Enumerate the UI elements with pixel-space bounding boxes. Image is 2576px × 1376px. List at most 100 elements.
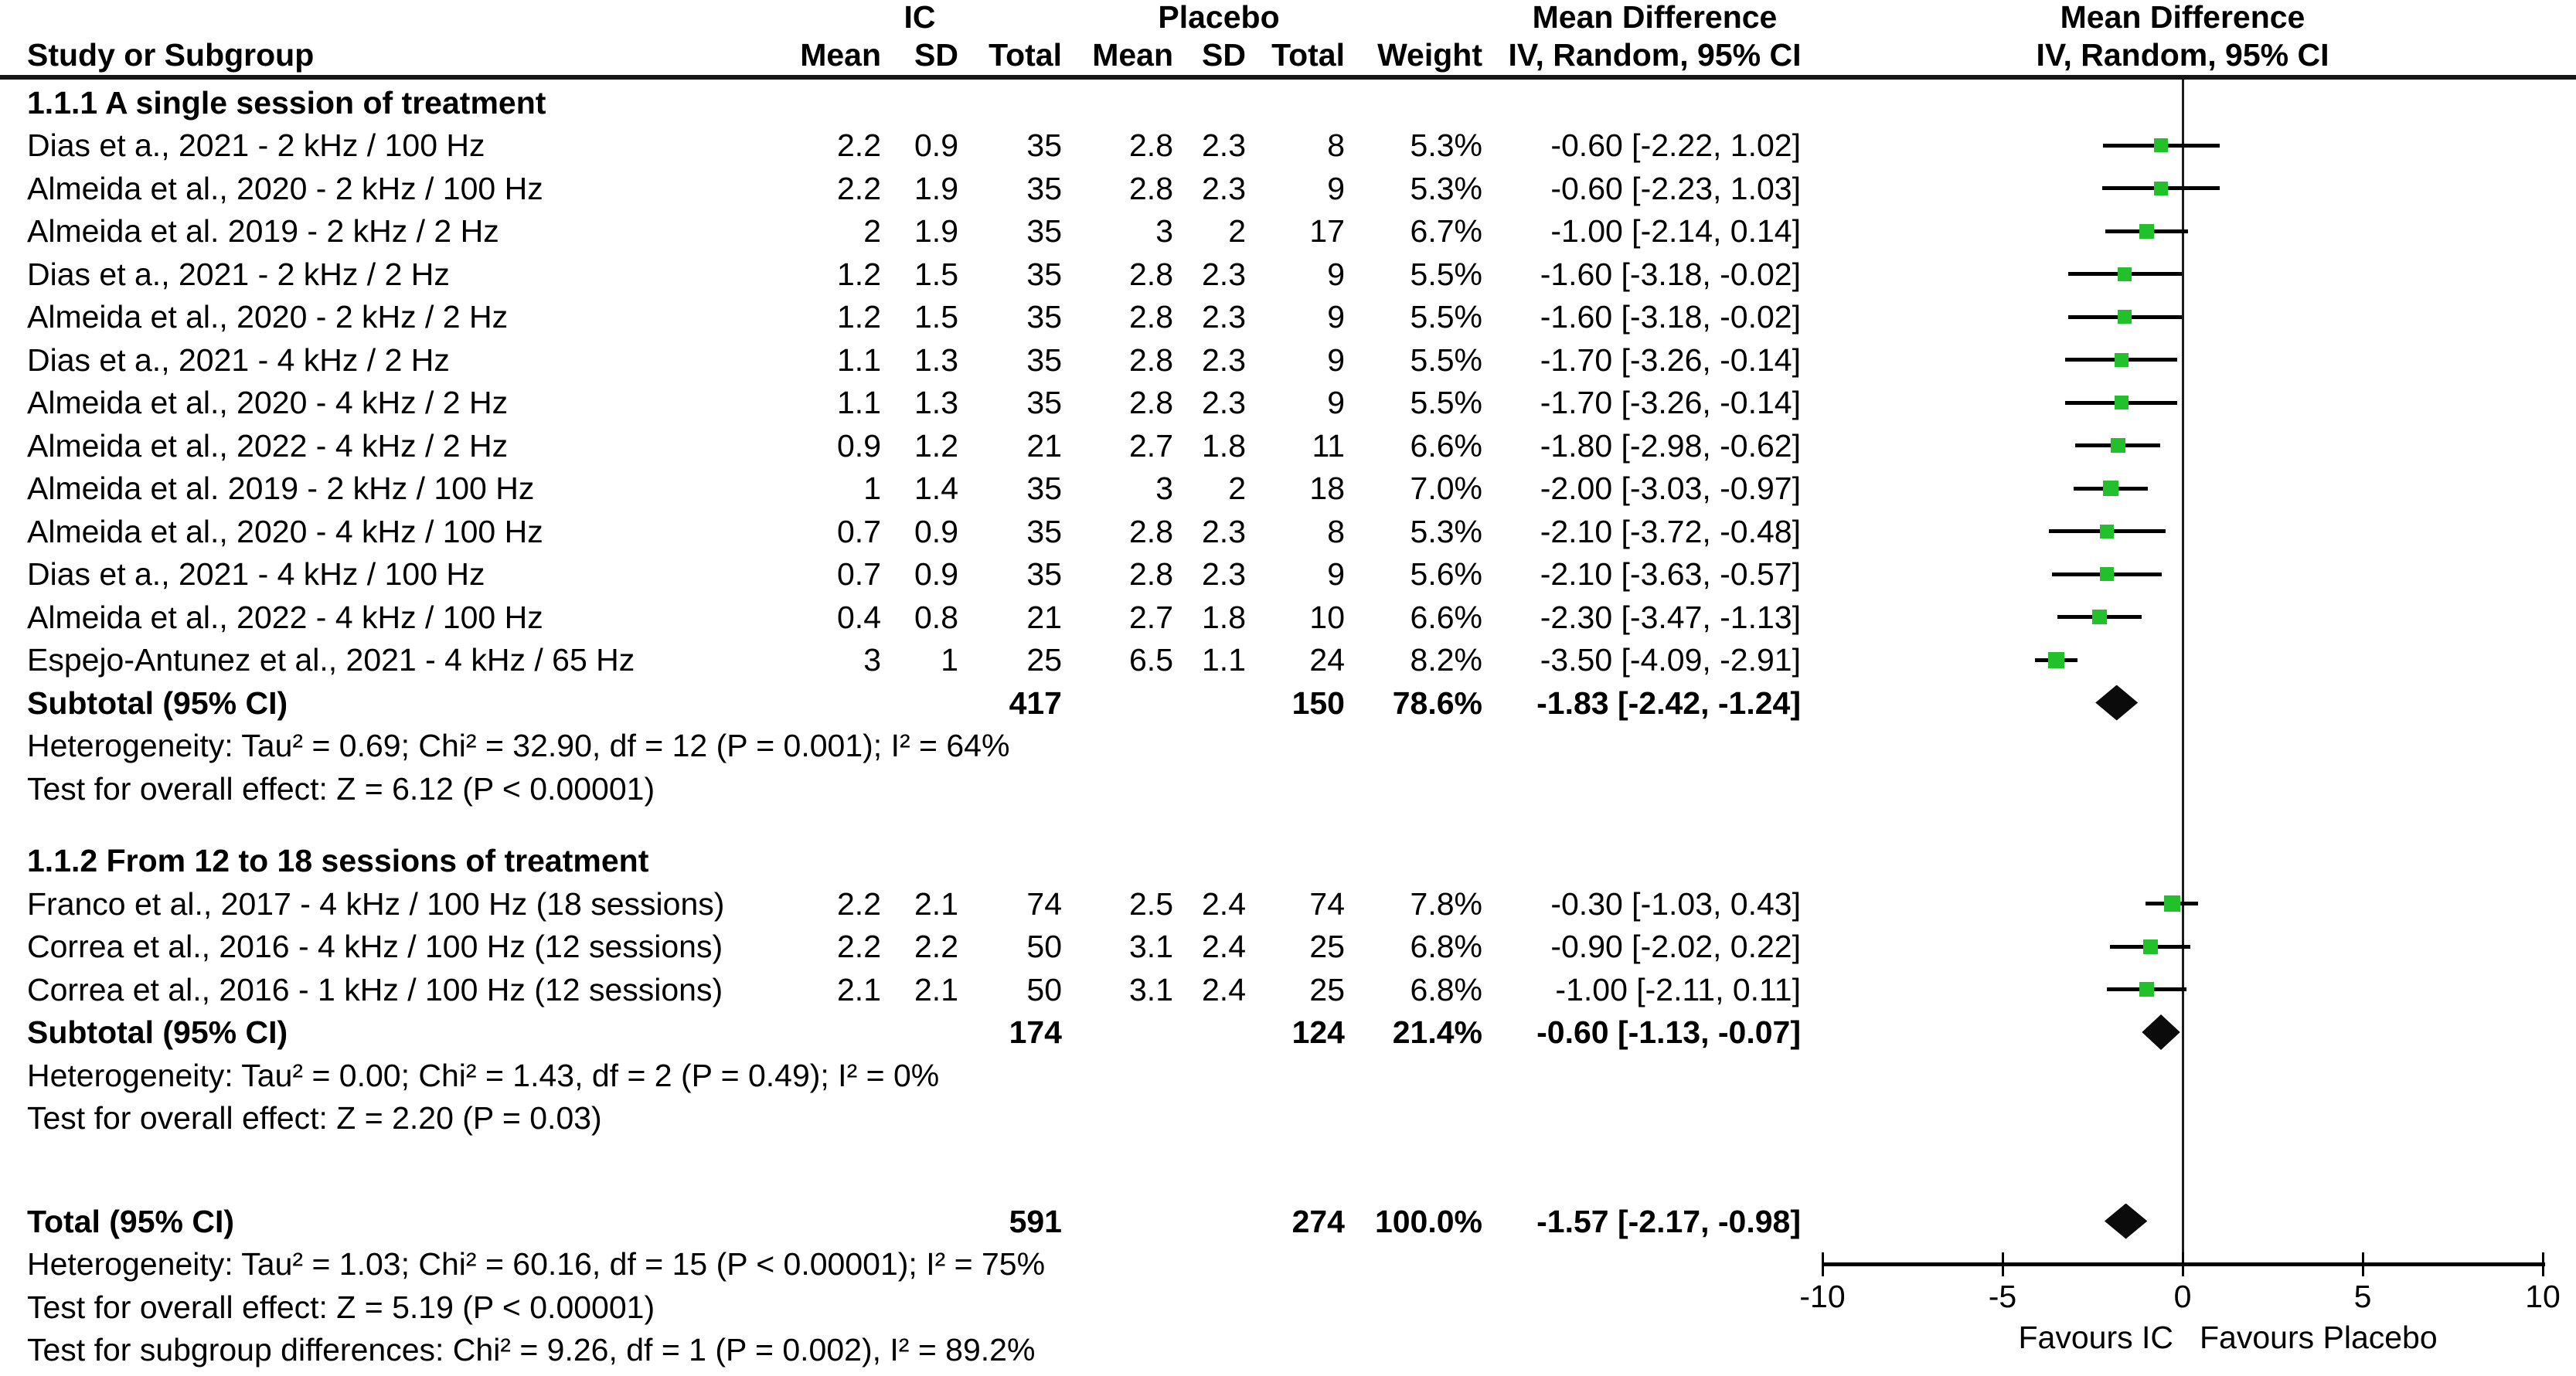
weight-value: 5.5% [1410, 299, 1482, 335]
weight-value: 6.7% [1410, 213, 1482, 249]
ci-text: -1.70 [-3.26, -0.14] [1540, 341, 1801, 378]
study-row: Almeida et al. 2019 - 2 kHz / 2 Hz 2 1.9 35… [0, 209, 2576, 253]
sd-placebo-value: 2.4 [1202, 929, 1246, 964]
ci-text: -2.30 [-3.47, -1.13] [1540, 599, 1801, 635]
axis-tick [2541, 1252, 2544, 1276]
weight-value: 21.4% [1392, 1014, 1482, 1050]
axis-tick [2361, 1252, 2364, 1276]
column-header-weight: Weight [1377, 37, 1482, 73]
mean-placebo-value: 2.8 [1129, 299, 1173, 335]
mean-ic-value: 1.2 [837, 256, 881, 292]
sd-placebo-value: 2.3 [1202, 385, 1246, 420]
weight-value: 5.3% [1410, 127, 1482, 163]
total-ic-value: 35 [1026, 213, 1062, 249]
total-placebo-value: 124 [1291, 1014, 1345, 1050]
overall-effect-text: Test for overall effect: Z = 2.20 (P = 0… [27, 1100, 602, 1136]
sd-placebo-value: 2.3 [1202, 513, 1246, 549]
favours-right-label: Favours Placebo [2200, 1320, 2438, 1355]
ci-text: -1.57 [-2.17, -0.98] [1536, 1203, 1801, 1239]
zero-reference-line [2182, 80, 2184, 1265]
effect-marker [2114, 396, 2129, 409]
mean-placebo-value: 2.7 [1129, 427, 1173, 464]
study-name: Almeida et al., 2022 - 4 kHz / 2 Hz [27, 427, 509, 464]
effect-marker [2163, 895, 2180, 912]
sd-placebo-value: 2.3 [1202, 341, 1246, 378]
sd-ic-value: 1.9 [914, 213, 958, 249]
total-placebo-value: 8 [1327, 513, 1345, 549]
total-ic-value: 21 [1026, 427, 1062, 464]
mean-placebo-value: 6.5 [1129, 642, 1173, 678]
weight-value: 5.3% [1410, 513, 1482, 549]
effect-marker [2114, 352, 2129, 367]
column-header-mean-placebo: Mean [1092, 37, 1173, 73]
total-ic-value: 35 [1026, 256, 1062, 292]
column-header-mean-ic: Mean [800, 37, 881, 73]
ci-text: -2.10 [-3.63, -0.57] [1540, 556, 1801, 592]
sd-ic-value: 0.8 [914, 599, 958, 635]
column-header-study: Study or Subgroup [27, 37, 315, 73]
ci-text: -1.70 [-3.26, -0.14] [1540, 385, 1801, 420]
subgroup-differences-text: Test for subgroup differences: Chi² = 9.… [27, 1332, 1036, 1368]
mean-placebo-value: 2.8 [1129, 341, 1173, 378]
study-row: Franco et al., 2017 - 4 kHz / 100 Hz (18… [0, 882, 2576, 926]
total-label: Total (95% CI) [27, 1203, 235, 1239]
effect-marker [2139, 982, 2154, 997]
axis-tick [2181, 1252, 2184, 1276]
mean-ic-value: 1.2 [837, 299, 881, 335]
total-placebo-value: 9 [1327, 341, 1345, 378]
total-placebo-value: 9 [1327, 556, 1345, 592]
study-name: Correa et al., 2016 - 1 kHz / 100 Hz (12… [27, 971, 723, 1007]
total-ic-value: 35 [1026, 385, 1062, 420]
sd-placebo-value: 2.4 [1202, 885, 1246, 922]
overall-effect-text: Test for overall effect: Z = 6.12 (P < 0… [27, 770, 655, 807]
mean-ic-value: 0.4 [837, 599, 881, 635]
total-placebo-value: 25 [1309, 971, 1345, 1007]
total-placebo-value: 24 [1309, 642, 1345, 678]
ci-text: -0.30 [-1.03, 0.43] [1550, 885, 1801, 922]
sd-ic-value: 1.5 [914, 299, 958, 335]
weight-value: 5.6% [1410, 556, 1482, 592]
sd-ic-value: 1.9 [914, 170, 958, 206]
total-placebo-value: 9 [1327, 385, 1345, 420]
total-ic-value: 35 [1026, 556, 1062, 592]
mean-ic-value: 1.1 [837, 385, 881, 420]
total-ic-value: 74 [1026, 885, 1062, 922]
weight-value: 6.6% [1410, 599, 1482, 635]
effect-marker [2118, 267, 2132, 281]
mean-placebo-value: 2.8 [1129, 256, 1173, 292]
study-name: Almeida et al., 2020 - 4 kHz / 2 Hz [27, 385, 509, 420]
study-row: Dias et a., 2021 - 2 kHz / 2 Hz 1.2 1.5 35 2… [0, 253, 2576, 296]
total-placebo-value: 9 [1327, 170, 1345, 206]
section-row: 1.1.2 From 12 to 18 sessions of treatmen… [0, 839, 2576, 882]
mean-ic-value: 2 [863, 213, 881, 249]
sd-placebo-value: 1.8 [1202, 427, 1246, 464]
tick-label: -5 [1988, 1279, 2017, 1314]
sd-ic-value: 0.9 [914, 556, 958, 592]
ci-text: -0.60 [-2.23, 1.03] [1550, 170, 1801, 206]
sd-ic-value: 0.9 [914, 513, 958, 549]
weight-value: 7.0% [1410, 471, 1482, 506]
subgroup-heading: 1.1.1 A single session of treatment [27, 84, 546, 121]
ci-text: -1.00 [-2.14, 0.14] [1550, 213, 1801, 249]
subtotal-row: Subtotal (95% CI) 417 150 78.6% -1.83 [-2.42… [0, 681, 2576, 725]
group-header-experimental: IC [903, 0, 936, 35]
heterogeneity-text: Heterogeneity: Tau² = 0.69; Chi² = 32.90… [27, 728, 1010, 763]
sd-placebo-value: 2 [1228, 471, 1246, 506]
total-placebo-value: 9 [1327, 299, 1345, 335]
weight-value: 5.5% [1410, 385, 1482, 420]
column-header-total-ic: Total [989, 37, 1062, 73]
ci-text: -0.90 [-2.02, 0.22] [1550, 929, 1801, 964]
sd-ic-value: 1.4 [914, 471, 958, 506]
sd-placebo-value: 2 [1228, 213, 1246, 249]
tick-label: 5 [2353, 1279, 2372, 1314]
sd-placebo-value: 1.1 [1202, 642, 1246, 678]
sd-placebo-value: 2.4 [1202, 971, 1246, 1007]
stat-row: Test for overall effect: Z = 6.12 (P < 0… [0, 767, 2576, 810]
overall-effect-text: Test for overall effect: Z = 5.19 (P < 0… [27, 1289, 655, 1325]
total-placebo-value: 274 [1291, 1203, 1345, 1239]
study-row: Almeida et al., 2020 - 4 kHz / 100 Hz 0.7… [0, 510, 2576, 553]
total-ic-value: 35 [1026, 170, 1062, 206]
column-header-ci: IV, Random, 95% CI [1508, 37, 1802, 73]
mean-placebo-value: 2.8 [1129, 556, 1173, 592]
stat-row: Heterogeneity: Tau² = 0.00; Chi² = 1.43,… [0, 1054, 2576, 1097]
